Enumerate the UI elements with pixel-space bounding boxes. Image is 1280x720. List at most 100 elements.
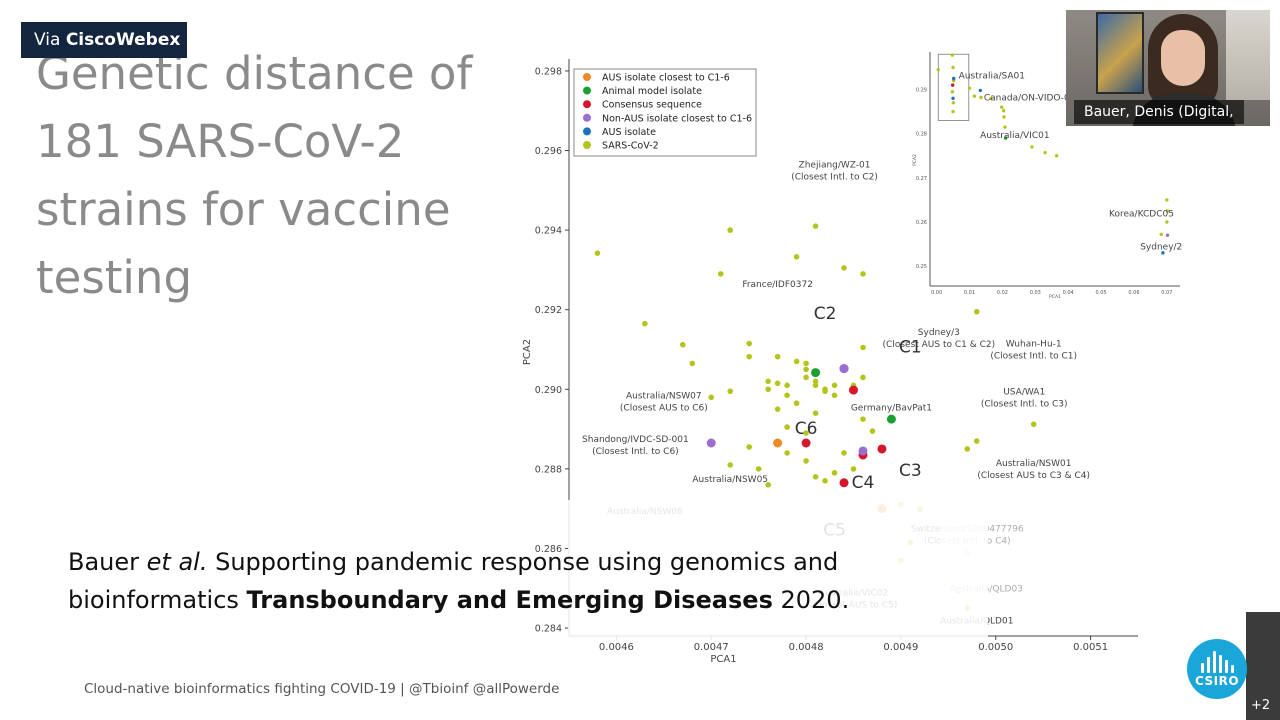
inset-point-11 (972, 94, 977, 98)
point-sars-1 (642, 320, 648, 327)
point-sars-35 (746, 444, 752, 450)
slide-title: Genetic distance of 181 SARS-CoV-2 strai… (36, 40, 506, 312)
inset-point-10 (967, 86, 972, 90)
point-sars-4 (793, 253, 800, 260)
annotation-8-line-0: Australia/NSW01 (996, 459, 1072, 469)
y-tick-label-3: 0.290 (535, 385, 562, 396)
x-tick-label-5: 0.0051 (1073, 642, 1108, 653)
point-sars-12 (765, 378, 771, 385)
participant-strip[interactable] (1246, 612, 1280, 720)
y-tick-label-7: 0.298 (535, 66, 562, 77)
inset-x-tick-7: 0.07 (1161, 290, 1172, 296)
x-axis-label: PCA1 (710, 654, 736, 665)
annotation-6-line-0: Germany/BavPat1 (851, 403, 932, 413)
inset-y-tick-2: 0.27 (916, 176, 927, 182)
point-sars-41 (803, 458, 809, 464)
slide-title-line-3: strains for vaccine (36, 183, 451, 236)
annotation-7-line-0: Shandong/IVDC-SD-001 (582, 435, 689, 445)
inset-point-12 (979, 95, 983, 100)
point-sars-52 (1030, 421, 1037, 428)
point-sars-19 (812, 382, 819, 389)
citation-title-end: bioinformatics (68, 586, 247, 614)
video-painting (1096, 12, 1144, 94)
y-axis-label: PCA2 (522, 339, 533, 365)
point-sars-45 (850, 466, 857, 472)
annotation-0-line-0: Zhejiang/WZ-01 (799, 161, 871, 171)
point-sars-39 (869, 428, 876, 434)
point-sars-49 (841, 450, 847, 456)
annotation-2-line-1: (Closest AUS to C1 & C2) (883, 340, 996, 350)
annotation-8-line-1: (Closest AUS to C3 & C4) (977, 471, 1090, 481)
inset-point-0 (936, 67, 940, 72)
point-animal_model-0 (811, 368, 821, 378)
inset-x-axis-label: PCA1 (1049, 294, 1061, 300)
video-person-face (1161, 30, 1205, 86)
legend-label-sars: SARS-CoV-2 (602, 141, 659, 152)
point-sars-29 (831, 392, 838, 399)
inset-y-axis-label: PCA2 (912, 154, 918, 166)
inset-label-3: Korea/KCDC05 (1109, 210, 1174, 220)
point-consensus-2 (801, 438, 811, 448)
inset-y-tick-0: 0.25 (916, 264, 927, 270)
point-sars-51 (973, 438, 980, 444)
y-tick-label-0: 0.284 (535, 624, 562, 635)
inset-point-22 (1165, 198, 1169, 202)
inset-point-24 (1165, 220, 1169, 224)
point-sars-10 (746, 340, 752, 347)
slide-fade-overlay-right (940, 512, 1140, 592)
inset-point-27 (1161, 251, 1165, 255)
x-tick-label-1: 0.0047 (694, 642, 729, 653)
inset-x-tick-0: 0.00 (931, 290, 942, 296)
inset-chart: 0.00 0.01 0.02 0.03 0.04 0.05 0.06 0.07 0.25 0.26… (912, 52, 1182, 300)
inset-label-2: Australia/VIC01 (980, 131, 1049, 141)
point-sars-6 (841, 265, 847, 271)
point-sars-24 (774, 380, 781, 387)
y-tick-label-5: 0.294 (535, 226, 562, 237)
y-tick-label-4: 0.292 (535, 305, 562, 316)
point-sars-13 (774, 353, 781, 360)
point-sars-28 (774, 406, 781, 412)
legend-swatch-aus_closest (583, 73, 591, 81)
slide-footer: Cloud-native bioinformatics fighting COV… (84, 681, 560, 697)
cluster-label-c6: C6 (795, 419, 818, 439)
citation-author: Bauer (68, 548, 147, 576)
inset-x-tick-2: 0.02 (997, 290, 1008, 296)
inset-x-tick-1: 0.01 (964, 290, 975, 296)
inset-point-21 (1054, 154, 1059, 158)
point-non_aus_closest-0 (839, 364, 849, 374)
inset-point-28 (978, 88, 983, 93)
inset-point-14 (1000, 105, 1004, 109)
point-sars-2 (727, 227, 734, 233)
point-sars-0 (594, 250, 601, 256)
citation-line-2: bioinformatics Transboundary and Emergin… (68, 581, 928, 619)
legend-swatch-non_aus_closest (583, 113, 591, 122)
inset-y-tick-3: 0.28 (916, 132, 927, 138)
video-window (1226, 10, 1270, 100)
cluster-label-c4: C4 (852, 473, 875, 493)
point-animal_model-1 (886, 414, 896, 424)
annotation-7-line-1: (Closest Intl. to C6) (592, 447, 679, 457)
slide-fade-overlay (568, 500, 988, 640)
inset-y-tick-4: 0.29 (916, 88, 927, 94)
inset-x-tick-4: 0.04 (1063, 290, 1074, 296)
legend-label-aus_isolate: AUS isolate (602, 127, 656, 138)
inset-point-16 (1002, 115, 1006, 119)
x-tick-label-0: 0.0046 (599, 642, 634, 653)
inset-x-tick-6: 0.06 (1128, 290, 1139, 296)
point-sars-61 (812, 410, 819, 416)
participant-video-tile[interactable]: Bauer, Denis (Digital, (1066, 10, 1270, 126)
inset-point-8 (951, 96, 955, 101)
inset-point-25 (1165, 233, 1170, 237)
inset-point-20 (1043, 150, 1047, 155)
point-sars-32 (860, 374, 866, 381)
point-non_aus_closest-2 (706, 438, 716, 448)
point-sars-22 (822, 388, 828, 395)
annotation-2-line-0: Sydney/3 (918, 328, 960, 338)
participants-count[interactable]: +2 (1251, 698, 1271, 713)
annotation-4-line-0: Australia/NSW07 (626, 391, 702, 401)
legend-label-non_aus_closest: Non-AUS isolate closest to C1-6 (602, 113, 752, 124)
inset-point-7 (950, 83, 955, 87)
cluster-label-c1: C1 (899, 337, 922, 357)
y-tick-label-6: 0.296 (535, 146, 562, 157)
inset-point-9 (951, 76, 956, 81)
